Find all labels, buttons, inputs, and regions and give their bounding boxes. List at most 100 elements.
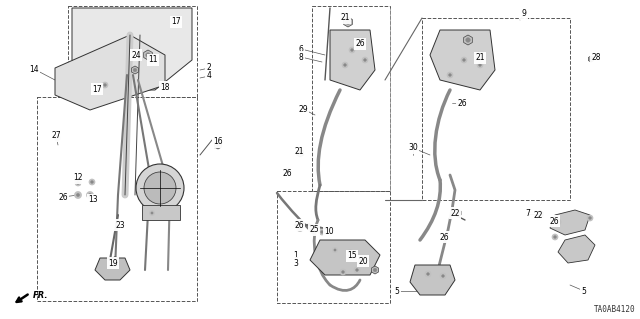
Text: 29: 29 [298, 105, 308, 114]
Polygon shape [143, 50, 152, 60]
Circle shape [298, 226, 301, 230]
Circle shape [589, 217, 591, 219]
Text: 14: 14 [29, 64, 39, 73]
Circle shape [89, 179, 95, 185]
Circle shape [76, 193, 79, 197]
Text: 8: 8 [299, 53, 303, 62]
Text: 26: 26 [294, 220, 304, 229]
Circle shape [74, 191, 81, 198]
Circle shape [308, 226, 316, 233]
Circle shape [321, 231, 323, 234]
Circle shape [361, 259, 363, 261]
Text: 21: 21 [294, 147, 304, 157]
Text: 24: 24 [131, 50, 141, 60]
Text: 9: 9 [522, 10, 527, 19]
Circle shape [74, 175, 81, 182]
Circle shape [133, 68, 137, 72]
Polygon shape [112, 256, 118, 263]
Circle shape [77, 182, 79, 184]
Circle shape [86, 191, 93, 198]
Polygon shape [55, 35, 165, 110]
Circle shape [349, 47, 355, 53]
Circle shape [54, 135, 60, 141]
Circle shape [344, 64, 346, 66]
Text: 26: 26 [439, 233, 449, 241]
Text: 4: 4 [207, 71, 211, 80]
Circle shape [456, 211, 460, 215]
Circle shape [449, 74, 451, 76]
Circle shape [463, 59, 465, 61]
Circle shape [466, 38, 470, 42]
Text: 20: 20 [358, 256, 368, 265]
Circle shape [340, 269, 346, 275]
Text: 15: 15 [347, 251, 357, 261]
Circle shape [102, 82, 108, 88]
Circle shape [104, 84, 106, 86]
Circle shape [216, 143, 220, 147]
Text: 5: 5 [395, 286, 399, 295]
Circle shape [113, 258, 116, 262]
Circle shape [310, 227, 314, 231]
Text: 7: 7 [525, 210, 531, 219]
Text: 2: 2 [207, 63, 211, 72]
Text: 18: 18 [160, 83, 170, 92]
Bar [277, 191, 390, 303]
Circle shape [461, 57, 467, 63]
Circle shape [349, 251, 351, 253]
Polygon shape [132, 66, 138, 74]
Text: 17: 17 [171, 18, 181, 26]
Polygon shape [430, 30, 495, 90]
Circle shape [552, 234, 558, 240]
Circle shape [359, 39, 365, 45]
Circle shape [75, 180, 81, 186]
Circle shape [146, 53, 150, 57]
Circle shape [91, 181, 93, 183]
Text: 16: 16 [213, 137, 223, 146]
Circle shape [538, 212, 541, 216]
Circle shape [364, 59, 366, 61]
Text: 26: 26 [457, 99, 467, 108]
Text: 26: 26 [355, 40, 365, 48]
Circle shape [554, 236, 556, 238]
Polygon shape [537, 211, 543, 218]
Circle shape [477, 62, 483, 68]
Circle shape [354, 267, 360, 273]
Circle shape [589, 58, 593, 60]
Circle shape [356, 269, 358, 271]
Text: 22: 22 [451, 209, 460, 218]
Bar [68, 6, 197, 97]
Circle shape [351, 49, 353, 51]
Circle shape [287, 170, 289, 172]
Circle shape [427, 273, 429, 275]
Circle shape [442, 275, 444, 277]
Circle shape [479, 64, 481, 66]
Text: 17: 17 [92, 85, 102, 93]
Text: 26: 26 [282, 168, 292, 177]
Circle shape [334, 249, 336, 251]
Text: 12: 12 [73, 174, 83, 182]
Circle shape [333, 248, 337, 253]
Text: 26: 26 [58, 192, 68, 202]
Text: 19: 19 [108, 258, 118, 268]
Circle shape [348, 249, 353, 255]
Bar [312, 6, 390, 191]
Polygon shape [588, 56, 593, 62]
Text: 22: 22 [533, 211, 543, 219]
Text: 21: 21 [340, 13, 349, 23]
Text: 13: 13 [88, 196, 98, 204]
Polygon shape [330, 30, 375, 90]
Polygon shape [410, 265, 455, 295]
Text: 1: 1 [294, 250, 298, 259]
Circle shape [362, 57, 368, 63]
Circle shape [144, 172, 176, 204]
Circle shape [296, 225, 303, 232]
Text: 3: 3 [294, 258, 298, 268]
Polygon shape [455, 210, 461, 217]
Text: 25: 25 [309, 226, 319, 234]
Circle shape [136, 164, 184, 212]
Circle shape [447, 72, 453, 78]
Circle shape [285, 168, 291, 174]
Circle shape [373, 268, 377, 272]
Text: 10: 10 [324, 226, 334, 235]
Bar [37, 97, 197, 301]
